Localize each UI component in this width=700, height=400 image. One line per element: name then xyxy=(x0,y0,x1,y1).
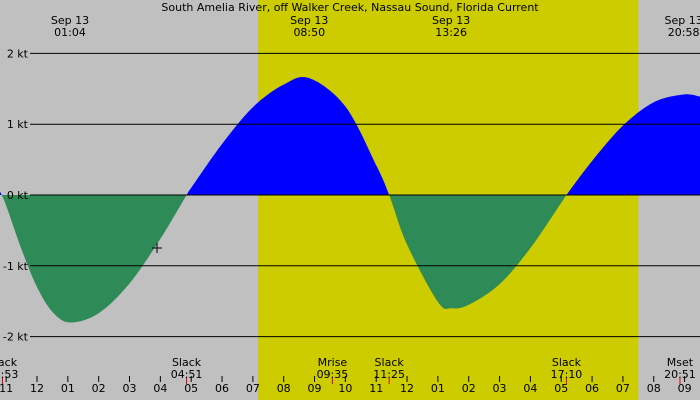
x-tick-label: 04 xyxy=(153,382,167,395)
x-tick-label: 08 xyxy=(647,382,661,395)
x-tick-label: 11 xyxy=(0,382,13,395)
event-label: Slack xyxy=(552,356,582,369)
x-tick-label: 06 xyxy=(585,382,599,395)
peak-date: Sep 13 xyxy=(290,14,328,27)
x-tick-label: 08 xyxy=(277,382,291,395)
ebb-area xyxy=(0,195,700,323)
x-tick-label: 11 xyxy=(369,382,383,395)
event-time: 04:51 xyxy=(171,368,203,381)
peak-time: 13:26 xyxy=(435,26,467,39)
y-tick-label: -1 kt xyxy=(3,260,29,273)
peak-date: Sep 13 xyxy=(51,14,89,27)
x-tick-label: 02 xyxy=(92,382,106,395)
x-tick-label: 05 xyxy=(554,382,568,395)
x-tick-label: 10 xyxy=(338,382,352,395)
event-label: Slack xyxy=(172,356,202,369)
chart-title: South Amelia River, off Walker Creek, Na… xyxy=(161,1,539,14)
event-label: Slack xyxy=(375,356,405,369)
now-marker xyxy=(152,243,162,253)
x-tick-label: 09 xyxy=(308,382,322,395)
event-time: 22:53 xyxy=(0,368,18,381)
x-tick-label: 12 xyxy=(30,382,44,395)
event-label: Slack xyxy=(0,356,18,369)
event-time: 09:35 xyxy=(317,368,349,381)
peak-time: 08:50 xyxy=(293,26,325,39)
x-tick-label: 01 xyxy=(61,382,75,395)
y-tick-label: -2 kt xyxy=(3,331,29,344)
x-tick-label: 12 xyxy=(400,382,414,395)
x-tick-label: 05 xyxy=(184,382,198,395)
event-label: Mset xyxy=(667,356,694,369)
x-tick-label: 07 xyxy=(246,382,260,395)
peak-time: 01:04 xyxy=(54,26,86,39)
y-tick-label: 1 kt xyxy=(7,118,29,131)
event-time: 20:51 xyxy=(664,368,696,381)
x-tick-label: 03 xyxy=(123,382,137,395)
flood-area xyxy=(0,76,700,195)
event-time: 17:10 xyxy=(551,368,583,381)
peak-date: Sep 13 xyxy=(665,14,700,27)
event-time: 11:25 xyxy=(373,368,405,381)
x-tick-label: 07 xyxy=(616,382,630,395)
x-tick-label: 03 xyxy=(493,382,507,395)
x-tick-label: 02 xyxy=(462,382,476,395)
event-label: Mrise xyxy=(318,356,348,369)
x-tick-label: 04 xyxy=(523,382,537,395)
y-tick-label: 2 kt xyxy=(7,47,29,60)
x-tick-label: 01 xyxy=(431,382,445,395)
y-tick-label: 0 kt xyxy=(7,189,29,202)
peak-time: 20:58 xyxy=(668,26,700,39)
peak-date: Sep 13 xyxy=(432,14,470,27)
x-tick-label: 09 xyxy=(678,382,692,395)
x-tick-label: 06 xyxy=(215,382,229,395)
